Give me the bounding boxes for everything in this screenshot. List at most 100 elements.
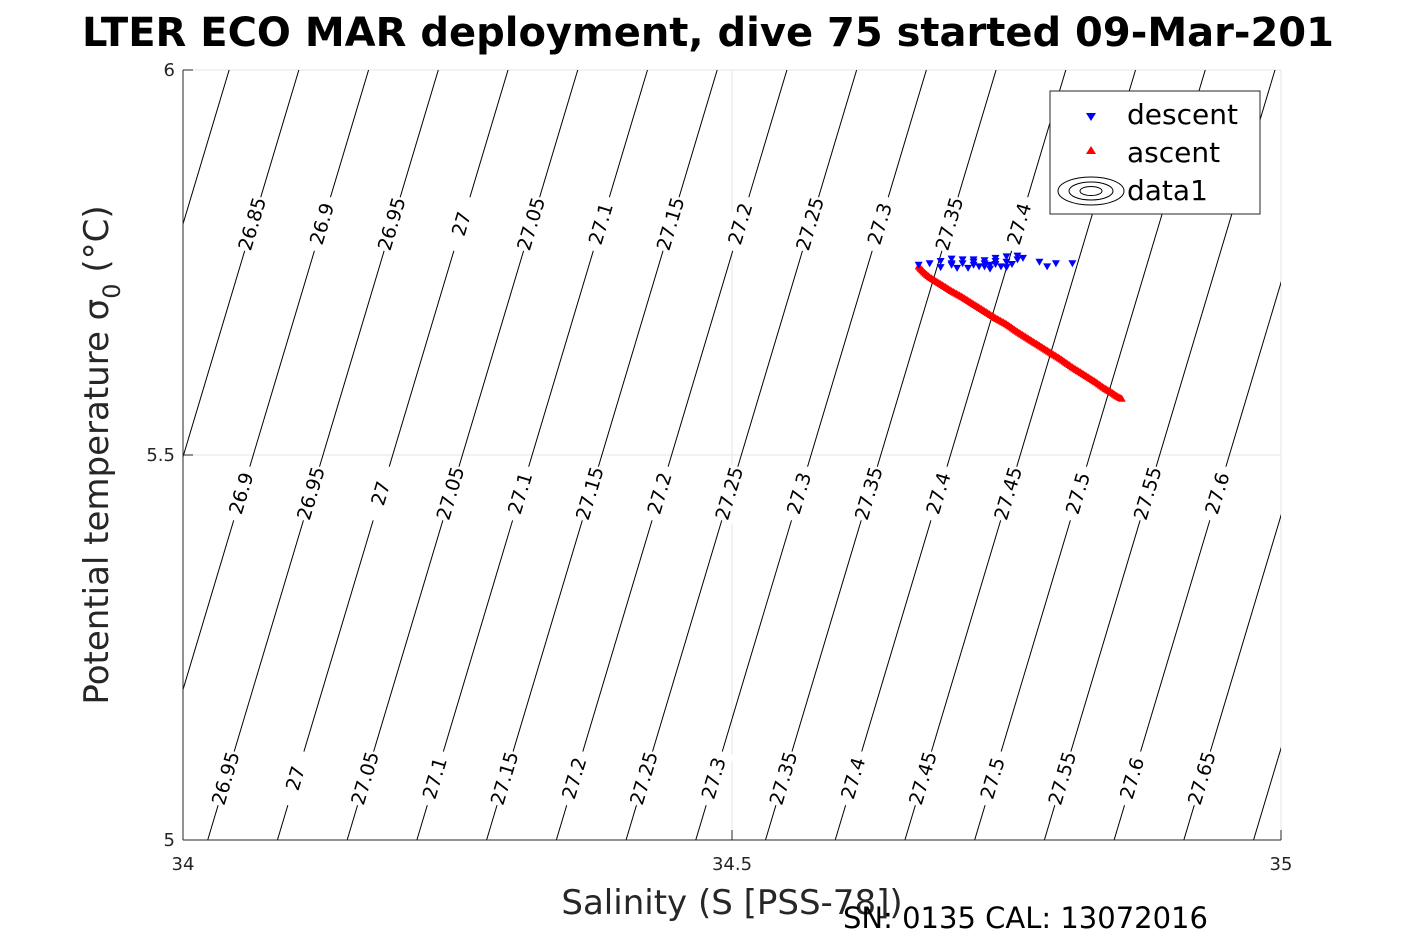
descent-point [1002, 264, 1011, 272]
contour-label-bg [442, 193, 482, 255]
x-tick-label: 34 [172, 854, 195, 875]
contour-label-bg [710, 463, 750, 524]
ascent-point [1117, 394, 1126, 402]
contour-label-bg [919, 463, 959, 524]
contour-label-bg [222, 463, 262, 524]
contour-label-bg [1198, 463, 1238, 524]
descent-point [997, 263, 1006, 271]
chart-title: LTER ECO MAR deployment, dive 75 started… [82, 10, 1334, 56]
y-axis-label-main: Potential temperature [77, 320, 117, 704]
contour-label-bg [860, 193, 900, 255]
legend-contour-marker [1057, 176, 1125, 206]
descent-point [991, 254, 1000, 262]
contour-label-bg [973, 748, 1013, 809]
x-tick-label: 35 [1270, 854, 1293, 875]
contour-label-bg [233, 193, 273, 255]
descent-point [986, 265, 995, 273]
legend-descent-label: descent [1127, 98, 1238, 131]
legend-ascent-marker [1086, 146, 1096, 154]
svg-text:Potential temperature σ0 (°C): Potential temperature σ0 (°C) [77, 205, 126, 704]
descent-point [1051, 260, 1060, 268]
contour-label-bg [1128, 463, 1168, 524]
serial-calibration-text: SN: 0135 CAL: 13072016 [843, 901, 1208, 935]
descent-point [975, 263, 984, 271]
contour-label-bg [721, 193, 761, 255]
legend-descent-marker [1086, 113, 1096, 121]
legend-box [1049, 90, 1261, 215]
y-tick-label: 6 [164, 60, 175, 81]
contour-label-bg [989, 463, 1029, 524]
contour-label-bg [790, 193, 831, 255]
descent-point [964, 264, 973, 272]
contour-label-bg [1000, 193, 1040, 255]
contour-label-bg [1043, 748, 1083, 809]
contour-label-bg [651, 193, 691, 255]
descent-point [1002, 258, 1011, 266]
descent-point [958, 260, 967, 268]
series-ascent [914, 262, 1126, 402]
descent-point [936, 257, 945, 265]
y-axis-ticks: 55.56 [146, 60, 193, 851]
descent-point [947, 261, 956, 269]
contour-label-bg [291, 463, 331, 524]
legend-data1-label: data1 [1127, 174, 1208, 207]
contour-line [1253, 746, 1281, 840]
contour-label-bg [930, 193, 970, 255]
contour-label-bg [779, 463, 820, 524]
descent-point [1018, 254, 1027, 262]
y-axis-label-subscript: 0 [98, 283, 126, 298]
legend-ascent-label: ascent [1127, 136, 1220, 169]
y-axis-label-symbol: σ [77, 299, 117, 321]
descent-point [914, 261, 923, 269]
descent-point [958, 256, 967, 264]
descent-point [969, 261, 978, 269]
contour-label-bg [361, 463, 401, 524]
descent-point [986, 261, 995, 269]
descent-point [1007, 261, 1016, 269]
descent-point [1035, 258, 1044, 266]
contour-label-bg [512, 193, 552, 255]
x-axis-label: Salinity (S [PSS-78]) [561, 883, 902, 923]
contour-label-bg [764, 748, 804, 809]
contour-label-bg [849, 463, 889, 524]
descent-point [947, 255, 956, 263]
contour-label-bg [276, 748, 316, 809]
descent-point [925, 260, 934, 268]
contour-label-bg [206, 748, 246, 809]
x-tick-label: 34.5 [712, 854, 752, 875]
descent-point [953, 264, 962, 272]
legend: descent ascent data1 [1049, 90, 1261, 215]
descent-point [1043, 263, 1052, 271]
contour-line [1370, 0, 1417, 917]
x-axis-ticks: 34 34.5 35 [172, 830, 1293, 875]
contour-label-bg [903, 748, 943, 809]
contour-label-bg [372, 193, 412, 255]
contour-label-bg [346, 748, 386, 809]
contour-label-bg [570, 463, 610, 524]
contour-labels: 26.85 26.9 26.95 27 27.05 27.1 27.15 27.2 27.25 2… [206, 193, 1238, 809]
y-axis-label: Potential temperature σ0 (°C) [77, 205, 126, 704]
contour-label-bg [302, 193, 342, 255]
contour-line [1300, 0, 1417, 917]
descent-point [1002, 253, 1011, 261]
y-tick-label: 5 [164, 830, 175, 851]
y-axis-label-unit: (°C) [77, 205, 117, 283]
descent-point [1013, 256, 1022, 264]
contour-label-bg [640, 463, 680, 524]
contour-label-bg [581, 193, 621, 255]
contour-label-bg [501, 463, 541, 524]
contour-line [183, 70, 230, 226]
contour-label-bg [431, 463, 471, 524]
descent-point [1068, 260, 1077, 268]
series-descent [914, 252, 1077, 273]
descent-point [936, 264, 945, 272]
contour-line [0, 0, 43, 917]
contour-label-bg [415, 748, 455, 809]
contour-label-bg [834, 748, 874, 809]
contour-label-bg [485, 748, 525, 809]
descent-point [1013, 252, 1022, 260]
descent-point [980, 260, 989, 268]
contour-label-bg [1058, 463, 1098, 524]
y-tick-label: 5.5 [146, 445, 175, 466]
contour-label-bg [694, 748, 734, 809]
